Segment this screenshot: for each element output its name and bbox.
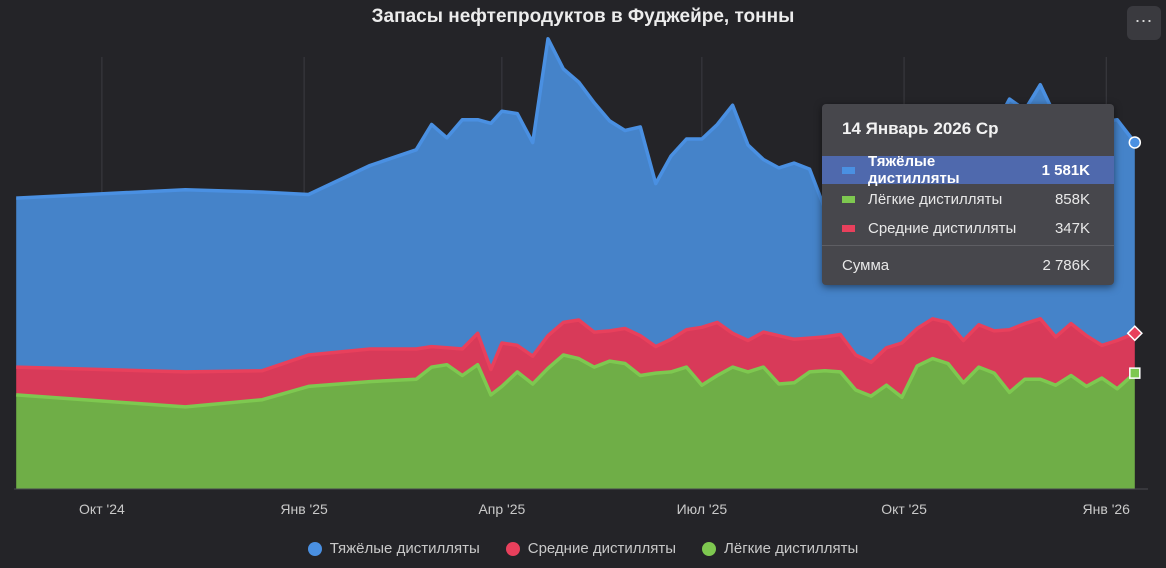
tooltip-row-heavy: Тяжёлые дистилляты 1 581K	[822, 153, 1114, 187]
x-tick-label-1: Янв '25	[280, 501, 328, 517]
tooltip-light-label: Лёгкие дистилляты	[868, 190, 1003, 208]
tooltip-middle-value: 347K	[1054, 219, 1090, 237]
tooltip-date: 14 Январь 2026 Ср	[842, 119, 999, 138]
area-light	[16, 355, 1135, 489]
tooltip-light-value: 858K	[1054, 190, 1090, 208]
chart-legend: Тяжёлые дистилляты Средние дистилляты Лё…	[0, 540, 1166, 557]
legend-heavy-label: Тяжёлые дистилляты	[329, 540, 480, 557]
legend-middle-dot-icon	[505, 541, 520, 556]
tooltip-row-middle: Средние дистилляты 347K	[822, 214, 1114, 242]
x-tick-label-0: Окт '24	[79, 501, 125, 517]
marker-middle-diamond	[1126, 325, 1143, 342]
x-tick-label-4: Окт '25	[881, 501, 927, 517]
marker-light-square	[1129, 367, 1141, 379]
area-middle	[16, 318, 1135, 407]
chart-title: Запасы нефтепродуктов в Фуджейре, тонны	[371, 6, 795, 27]
line-light	[16, 353, 1136, 409]
area-heavy	[16, 38, 1135, 372]
tooltip-middle-label: Средние дистилляты	[868, 219, 1017, 237]
chart-tooltip: 14 Январь 2026 Ср Тяжёлые дистилляты 1 5…	[822, 104, 1114, 285]
tooltip-row-light: Лёгкие дистилляты 858K	[822, 185, 1114, 213]
more-options-button[interactable]: ⋯	[1127, 6, 1161, 40]
legend-light-label: Лёгкие дистилляты	[724, 540, 859, 557]
x-tick-label-5: Янв '26	[1083, 501, 1131, 517]
legend-item-middle[interactable]: Средние дистилляты	[505, 540, 677, 557]
x-tick-label-2: Апр '25	[478, 501, 525, 517]
legend-heavy-dot-icon	[307, 541, 322, 556]
tooltip-divider	[822, 245, 1114, 246]
tooltip-sum-label: Сумма	[842, 257, 890, 274]
tooltip-heavy-swatch-icon	[842, 166, 855, 174]
legend-light-dot-icon	[702, 541, 717, 556]
tooltip-heavy-label: Тяжёлые дистилляты	[868, 153, 960, 187]
tooltip-light-swatch-icon	[842, 195, 855, 203]
legend-item-heavy[interactable]: Тяжёлые дистилляты	[307, 540, 480, 557]
legend-middle-label: Средние дистилляты	[527, 540, 677, 557]
marker-heavy-circle	[1128, 136, 1142, 149]
x-tick-label-3: Июл '25	[677, 501, 728, 517]
legend-item-light[interactable]: Лёгкие дистилляты	[702, 540, 858, 557]
line-middle	[16, 317, 1136, 374]
tooltip-middle-swatch-icon	[842, 224, 855, 232]
tooltip-heavy-value: 1 581K	[1041, 161, 1090, 179]
tooltip-sum-value: 2 786K	[1042, 257, 1090, 274]
ellipsis-icon: ⋯	[1134, 11, 1154, 31]
